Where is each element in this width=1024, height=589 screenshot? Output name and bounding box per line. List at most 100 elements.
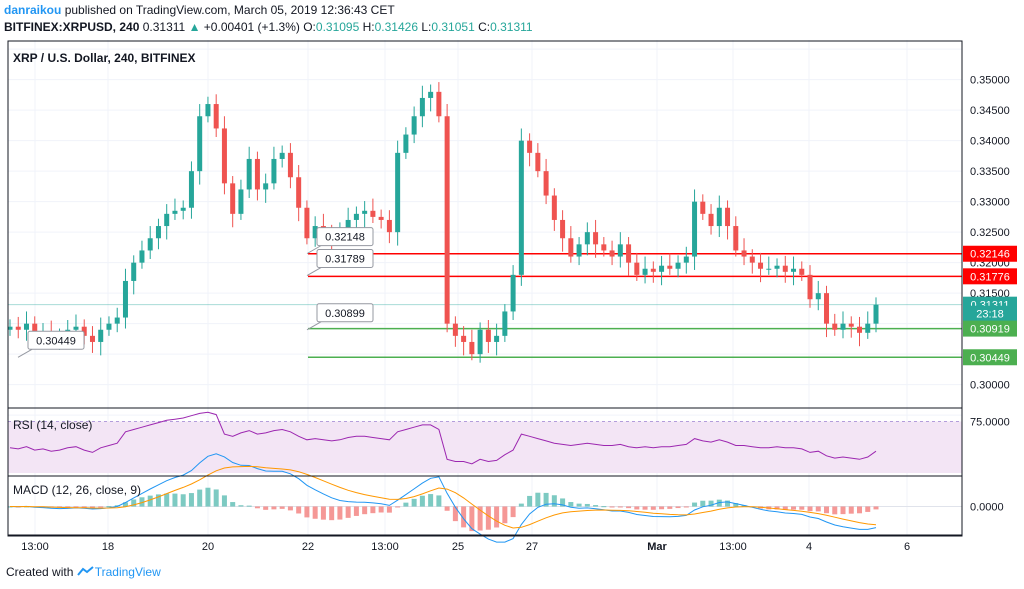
macd-histogram-bar <box>296 506 302 514</box>
macd-histogram-bar <box>188 493 194 507</box>
callout-label: 0.30899 <box>325 308 365 320</box>
candle-body <box>419 97 425 117</box>
candle-body <box>362 210 368 214</box>
candle-body <box>370 210 376 217</box>
candle-body <box>461 335 467 342</box>
candle-body <box>32 323 38 336</box>
macd-histogram-bar <box>634 506 640 510</box>
macd-histogram-bar <box>527 495 533 507</box>
macd-histogram-bar <box>353 506 359 516</box>
y-tick-label: 0.34500 <box>970 105 1010 117</box>
y-tick-label: 0.34000 <box>970 136 1010 148</box>
author-link[interactable]: danraikou <box>4 3 62 17</box>
macd-signal-line <box>9 465 877 529</box>
macd-histogram-bar <box>287 506 293 511</box>
candle-body <box>749 256 755 263</box>
callout-pointer <box>306 321 322 331</box>
macd-histogram-bar <box>865 506 871 512</box>
macd-histogram-bar <box>304 506 310 518</box>
candle-body <box>642 268 648 275</box>
macd-histogram-bar <box>114 505 120 507</box>
publish-header: danraikou published on TradingView.com, … <box>4 3 395 17</box>
macd-histogram-bar <box>568 502 574 507</box>
macd-histogram-bar <box>782 506 788 510</box>
candle-body <box>114 317 120 324</box>
candle-body <box>15 326 21 330</box>
macd-histogram-bar <box>799 506 805 510</box>
macd-histogram-bar <box>263 506 269 510</box>
macd-histogram-bar <box>791 506 797 510</box>
open-label: O: <box>303 20 316 34</box>
candle-body <box>312 226 318 239</box>
macd-histogram-bar <box>73 506 79 508</box>
candle-body <box>469 341 475 355</box>
price-tag-label: 0.31776 <box>970 271 1010 283</box>
macd-histogram-bar <box>873 506 879 510</box>
candle-body <box>675 262 681 269</box>
rsi-band <box>8 421 962 473</box>
x-tick-label: 4 <box>806 541 812 553</box>
price-tag <box>963 305 1017 322</box>
candle-body <box>485 329 491 342</box>
macd-histogram-bar <box>807 506 813 512</box>
candle-body <box>733 226 739 251</box>
last-price: 0.31311 <box>142 20 186 34</box>
macd-histogram-bar <box>502 506 508 524</box>
candle-body <box>73 326 79 330</box>
candle-body <box>304 207 310 239</box>
macd-histogram-bar <box>535 492 541 507</box>
macd-histogram-bar <box>576 503 582 507</box>
candle-body <box>98 329 104 342</box>
macd-histogram-bar <box>378 506 384 513</box>
macd-histogram-bar <box>601 506 607 508</box>
macd-histogram-bar <box>312 506 318 519</box>
chart-frame <box>7 40 963 537</box>
macd-histogram-bar <box>436 495 442 507</box>
candle-body <box>848 323 854 327</box>
x-tick-label: 22 <box>302 541 314 553</box>
macd-line <box>9 453 877 543</box>
high-label: H: <box>362 20 375 34</box>
candle-body <box>667 265 673 269</box>
macd-histogram-bar <box>279 506 285 509</box>
macd-histogram-bar <box>683 506 689 508</box>
candle-body <box>238 189 244 214</box>
macd-histogram-bar <box>584 503 590 507</box>
macd-histogram-bar <box>246 505 252 507</box>
macd-histogram-bar <box>197 489 203 507</box>
macd-histogram-bar <box>560 498 566 507</box>
candle-body <box>172 210 178 214</box>
macd-histogram-bar <box>510 506 516 518</box>
candle-body <box>857 326 863 333</box>
candle-body <box>411 116 417 135</box>
macd-histogram-bar <box>81 506 87 508</box>
macd-histogram-bar <box>230 502 236 507</box>
candle-body <box>23 323 29 330</box>
price-chart[interactable]: 0.32148 0.31789 0.30899 0.30449 0.35000 0.34… <box>0 40 1024 555</box>
macd-histogram-bar <box>395 506 401 508</box>
chart-title: XRP / U.S. Dollar, 240, BITFINEX <box>13 51 196 65</box>
macd-histogram-bar <box>254 506 260 509</box>
candle-body <box>263 183 269 190</box>
candle-body <box>815 293 821 300</box>
high-value: 0.31426 <box>374 20 419 34</box>
candle-body <box>230 183 236 214</box>
macd-histogram-bar <box>733 503 739 507</box>
candle-body <box>122 280 128 318</box>
candle-body <box>791 268 797 272</box>
created-with-label: Created with <box>6 565 74 579</box>
close-label: C: <box>478 20 491 34</box>
candle-body <box>188 171 194 208</box>
candle-body <box>766 268 772 270</box>
macd-histogram-bar <box>659 506 665 510</box>
candle-body <box>139 250 145 263</box>
candle-body <box>634 262 640 275</box>
low-label: L: <box>421 20 432 34</box>
candle-body <box>287 152 293 178</box>
tradingview-link[interactable]: TradingView <box>94 565 161 579</box>
macd-histogram-bar <box>139 497 145 507</box>
candle-body <box>782 265 788 272</box>
symbol-name: BITFINEX:XRPUSD, 240 <box>4 20 140 34</box>
macd-tick-label: 0.0000 <box>970 502 1004 514</box>
candle-body <box>353 213 359 220</box>
